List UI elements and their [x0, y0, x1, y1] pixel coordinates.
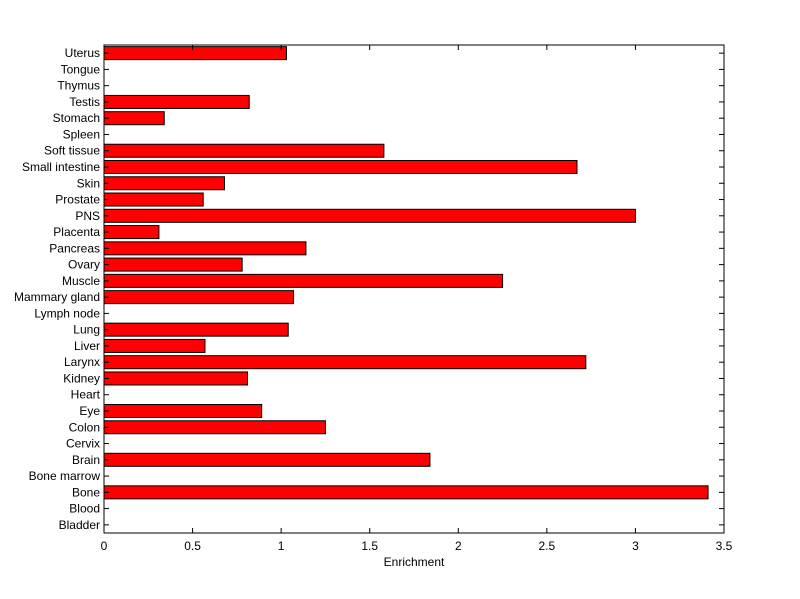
bars-layer [103, 46, 709, 500]
x-tick-label-0: 0 [101, 539, 108, 553]
y-tick-label-bladder: Bladder [59, 518, 100, 532]
x-tick-label-4: 2 [455, 539, 462, 553]
bar-ovary [103, 257, 243, 272]
bar-stomach [103, 111, 165, 126]
y-tick-label-colon: Colon [69, 420, 100, 434]
x-tick-label-1: 0.5 [184, 539, 201, 553]
y-tick-label-uterus: Uterus [65, 46, 100, 60]
y-tick-label-bone-marrow: Bone marrow [29, 469, 101, 483]
y-tick-label-brain: Brain [72, 453, 100, 467]
y-tick-label-lung: Lung [73, 323, 100, 337]
y-tick-label-spleen: Spleen [63, 127, 100, 141]
bar-eye [103, 403, 263, 419]
y-tick-label-small-intestine: Small intestine [22, 160, 100, 174]
plot-frame [103, 44, 725, 534]
bar-skin [103, 176, 225, 191]
y-axis-ticks: Bladder Blood Bone Bone marrow Brain Cervix Co… [14, 46, 724, 532]
bar-bone [103, 485, 709, 500]
bar-liver [103, 338, 206, 353]
bar-soft-tissue [103, 143, 385, 158]
bar-lung [103, 322, 289, 337]
x-axis-ticks: 0 0.5 1 1.5 2 2.5 3 3.5 [101, 45, 733, 553]
bar-testis [103, 94, 250, 109]
y-tick-label-kidney: Kidney [63, 371, 100, 385]
x-tick-label-7: 3.5 [716, 539, 733, 553]
y-tick-label-heart: Heart [71, 388, 101, 402]
y-tick-label-eye: Eye [79, 404, 100, 418]
y-tick-label-pns: PNS [75, 209, 100, 223]
x-tick-label-5: 2.5 [539, 539, 556, 553]
x-axis-label: Enrichment [384, 555, 445, 569]
bar-pns [103, 208, 636, 223]
y-tick-label-placenta: Placenta [53, 225, 100, 239]
bar-uterus [103, 46, 287, 61]
y-tick-label-ovary: Ovary [68, 258, 100, 272]
y-tick-label-soft-tissue: Soft tissue [44, 144, 100, 158]
x-tick-label-6: 3 [632, 539, 639, 553]
bar-small-intestine [103, 159, 578, 175]
y-tick-label-blood: Blood [69, 502, 100, 516]
bar-brain [103, 452, 431, 467]
y-tick-label-cervix: Cervix [66, 437, 100, 451]
y-tick-label-skin: Skin [77, 176, 100, 190]
bar-prostate [103, 192, 204, 207]
x-tick-label-2: 1 [278, 539, 285, 553]
y-tick-label-bone: Bone [72, 485, 100, 499]
y-tick-label-thymus: Thymus [57, 79, 100, 93]
y-tick-label-pancreas: Pancreas [49, 241, 100, 255]
y-tick-label-testis: Testis [69, 95, 100, 109]
bar-pancreas [103, 241, 307, 256]
bar-muscle [103, 273, 504, 288]
y-tick-label-mammary-gland: Mammary gland [14, 290, 100, 304]
y-tick-label-lymph-node: Lymph node [34, 306, 100, 320]
bar-colon [103, 420, 326, 435]
y-tick-label-stomach: Stomach [53, 111, 100, 125]
bar-larynx [103, 355, 587, 370]
y-tick-label-muscle: Muscle [62, 274, 100, 288]
y-tick-label-larynx: Larynx [64, 355, 100, 369]
bar-placenta [103, 225, 160, 240]
bar-mammary-gland [103, 290, 295, 305]
y-tick-label-liver: Liver [74, 339, 100, 353]
x-tick-label-3: 1.5 [361, 539, 378, 553]
y-tick-label-prostate: Prostate [55, 193, 100, 207]
y-tick-label-tongue: Tongue [61, 62, 101, 76]
bar-kidney [103, 371, 248, 386]
